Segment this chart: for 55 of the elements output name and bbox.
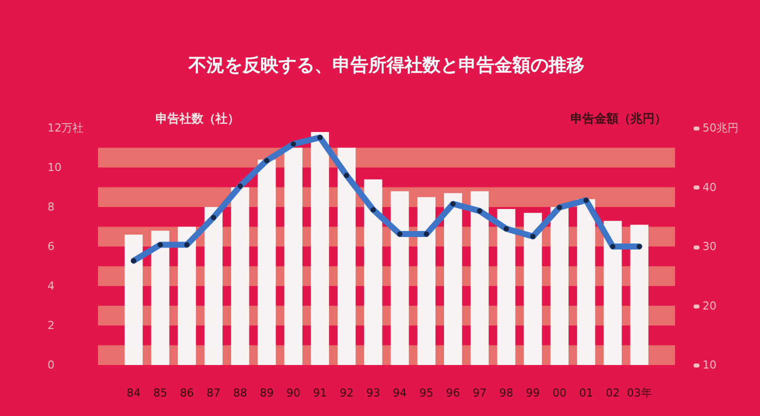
bar: [310, 132, 330, 365]
y-tick-label: 0: [48, 358, 54, 372]
x-tick-label: 94: [392, 386, 407, 400]
x-tick-label: 02: [606, 386, 620, 400]
bar: [204, 207, 223, 365]
x-tick-label: 97: [472, 386, 487, 400]
x-tick-label: 00: [552, 386, 566, 400]
x-tick-label: 96: [446, 386, 460, 400]
x-tick-label: 91: [312, 386, 327, 400]
y2-tick-label: 40: [702, 180, 716, 194]
bar: [390, 191, 409, 365]
x-tick-label: 86: [180, 386, 194, 400]
y2-tick-label: 20: [702, 299, 716, 312]
bar: [604, 220, 622, 365]
x-tick-label: 03年: [626, 386, 652, 400]
x-tick-label: 01: [579, 386, 594, 400]
bar: [497, 208, 516, 365]
y-tick-label: 8: [48, 200, 54, 214]
y2-axis-title: 申告金額（兆円）: [570, 112, 666, 126]
bar: [364, 179, 382, 365]
y-tick-label: 6: [48, 240, 54, 253]
bar: [284, 148, 302, 365]
x-tick-label: 89: [260, 386, 274, 400]
chart-title: 不況を反映する、申告所得社数と申告金額の推移: [188, 55, 584, 76]
bar: [258, 160, 276, 365]
bar: [550, 207, 569, 365]
y-tick-label: 12万社: [48, 122, 84, 134]
bar: [444, 193, 462, 365]
bar: [417, 197, 436, 365]
x-tick-label: 84: [126, 386, 141, 400]
bar: [231, 187, 250, 365]
y-tick-label: 2: [48, 319, 54, 332]
y2-tick-label: 10: [702, 358, 716, 372]
x-tick-label: 90: [286, 386, 300, 400]
bar: [124, 234, 143, 365]
y-axis-title: 申告社数（社）: [156, 112, 240, 126]
y2-tick-label: 50兆円: [702, 122, 738, 134]
x-tick-label: 87: [206, 386, 221, 400]
x-tick-label: 92: [340, 386, 354, 400]
x-tick-label: 98: [499, 386, 514, 400]
bar: [524, 212, 542, 365]
y-tick-label: 4: [48, 280, 54, 292]
bar: [577, 199, 596, 365]
y-tick-label: 10: [48, 161, 62, 174]
bar: [178, 226, 196, 365]
x-tick-label: 99: [526, 386, 540, 400]
x-tick-label: 88: [233, 386, 248, 400]
x-tick-label: 95: [419, 386, 434, 400]
bar: [151, 230, 170, 365]
bar: [338, 148, 356, 365]
bar: [630, 224, 648, 365]
bar: [470, 191, 489, 365]
y2-tick-label: 30: [702, 240, 716, 253]
x-tick-label: 93: [366, 386, 380, 400]
x-tick-label: 85: [153, 386, 168, 400]
